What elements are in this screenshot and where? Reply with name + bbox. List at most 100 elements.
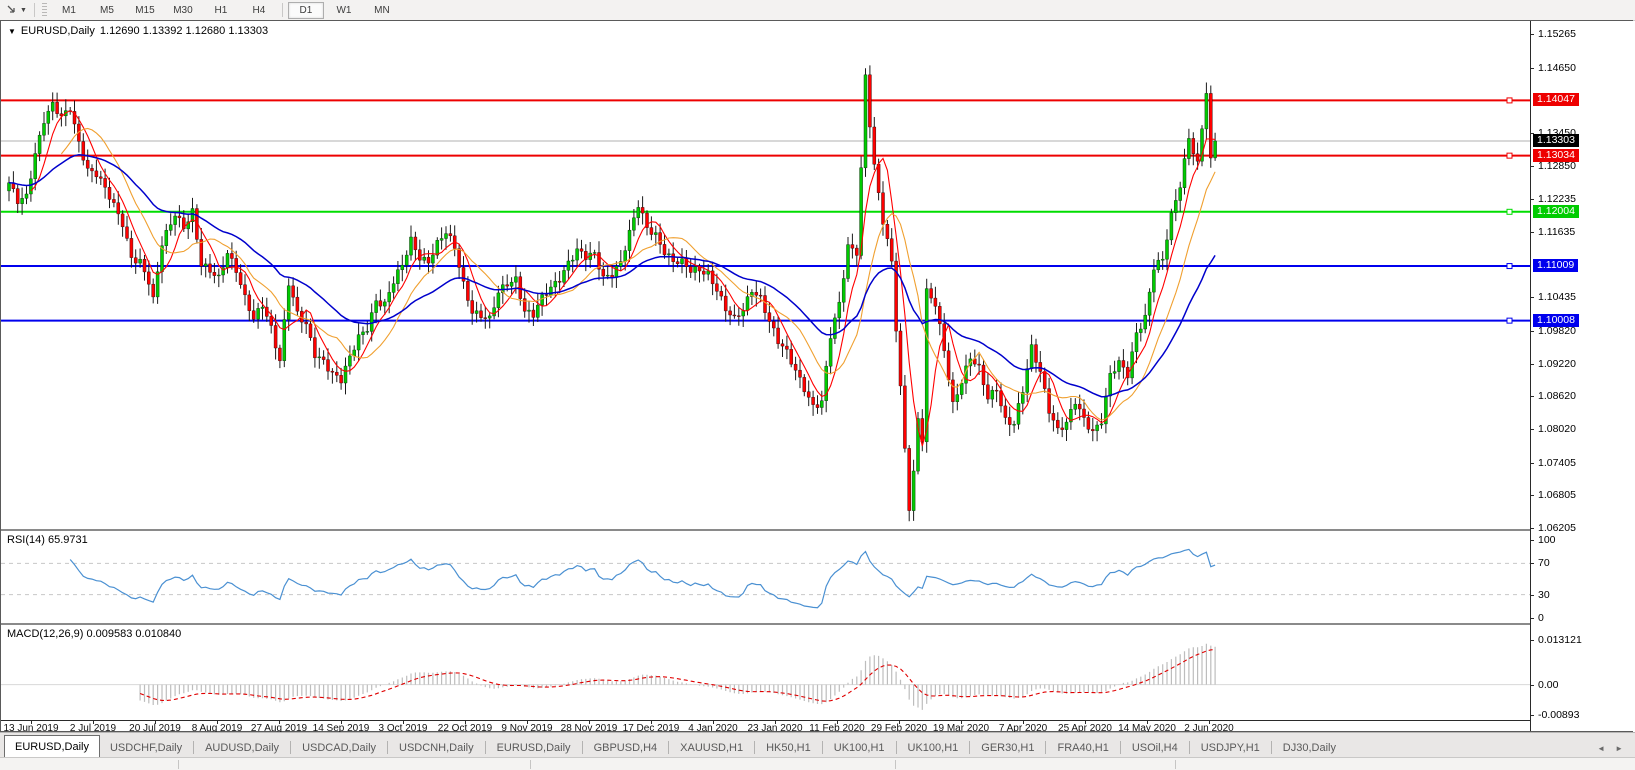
axis-tickmark <box>1531 166 1534 167</box>
timeframe-button-m5[interactable]: M5 <box>99 4 114 16</box>
tab-xauusd-h1[interactable]: XAUUSD,H1 <box>680 742 744 754</box>
axis-tickmark <box>1531 133 1534 134</box>
timeframe-toolbar: ▼ M1 M5 M15 M30 H1 H4 D1 W1 MN <box>0 0 1635 21</box>
line-handle[interactable] <box>1506 97 1513 104</box>
tab-uk100-h1[interactable]: UK100,H1 <box>833 742 885 754</box>
date-label: 23 Jan 2020 <box>747 723 803 734</box>
axis-tickmark <box>1531 429 1534 430</box>
date-label: 13 Jun 2019 <box>3 723 59 734</box>
tab-scroll-controls: ◄ ► <box>1597 744 1635 758</box>
tab-dj30-daily[interactable]: DJ30,Daily <box>1282 742 1336 754</box>
bear-candles <box>11 74 1213 511</box>
tab-hk50-h1[interactable]: HK50,H1 <box>766 742 811 754</box>
time-tickmark <box>1209 720 1210 724</box>
candle-wicks <box>8 65 1216 522</box>
chart-ohlc-values: 1.12690 1.13392 1.12680 1.13303 <box>99 25 269 37</box>
price-tick-label: 1.06205 <box>1538 522 1576 534</box>
price-tick-label: 1.10435 <box>1538 291 1576 303</box>
timeframe-button-m15[interactable]: M15 <box>135 4 155 16</box>
time-tickmark <box>527 720 528 724</box>
price-marker-label: 1.14047 <box>1533 93 1579 106</box>
timeframe-button-d1[interactable]: D1 <box>287 1 324 19</box>
time-tickmark <box>93 720 94 724</box>
bull-candles <box>7 74 1217 511</box>
date-label: 27 Aug 2019 <box>250 723 308 734</box>
timeframe-button-h1[interactable]: H1 <box>214 4 228 16</box>
time-tickmark <box>1085 720 1086 724</box>
macd-indicator-label: MACD(12,26,9) 0.009583 0.010840 <box>7 628 182 640</box>
dropdown-caret-icon: ▼ <box>20 6 27 14</box>
tab-usdchf-daily[interactable]: USDCHF,Daily <box>109 742 183 754</box>
date-label: 8 Aug 2019 <box>191 723 243 734</box>
timeframe-button-h4[interactable]: H4 <box>252 4 266 16</box>
tab-usdcad-daily[interactable]: USDCAD,Daily <box>302 742 377 754</box>
tab-eurusd-daily[interactable]: EURUSD,Daily <box>4 735 100 758</box>
price-tick-label: 1.09220 <box>1538 358 1576 370</box>
rsi-line <box>69 548 1216 609</box>
tab-separator <box>581 741 583 754</box>
macd-tick-label: 0.013121 <box>1538 634 1582 646</box>
tab-scroll-right-icon[interactable]: ► <box>1615 744 1623 753</box>
status-separator <box>895 760 896 769</box>
time-tickmark <box>651 720 652 724</box>
chart-tab-bar: EURUSD,Daily USDCHF,Daily AUDUSD,Daily USDC… <box>0 732 1635 758</box>
tab-separator <box>193 741 195 754</box>
tab-audusd-daily[interactable]: AUDUSD,Daily <box>205 742 280 754</box>
time-tickmark <box>713 720 714 724</box>
date-label: 19 Mar 2020 <box>932 723 990 734</box>
time-tickmark <box>465 720 466 724</box>
tab-uk100-h1[interactable]: UK100,H1 <box>907 742 959 754</box>
tab-separator <box>290 741 292 754</box>
date-label: 25 Apr 2020 <box>1058 723 1112 734</box>
moving-average-line <box>8 154 1216 398</box>
axis-tickmark <box>1531 68 1534 69</box>
rsi-panel[interactable]: RSI(14) 65.9731 <box>1 529 1530 623</box>
price-tick-label: 1.07405 <box>1538 457 1576 469</box>
line-handle[interactable] <box>1506 317 1513 324</box>
timeframe-button-m1[interactable]: M1 <box>61 4 76 16</box>
timeframe-button-m30[interactable]: M30 <box>173 4 193 16</box>
tab-eurusd-daily[interactable]: EURUSD,Daily <box>496 742 571 754</box>
axis-tickmark <box>1531 396 1534 397</box>
time-tickmark <box>279 720 280 724</box>
tab-separator <box>1119 741 1121 754</box>
time-tickmark <box>341 720 342 724</box>
line-handle[interactable] <box>1506 208 1513 215</box>
toolbar-grip-handle[interactable] <box>41 3 47 17</box>
date-label: 28 Nov 2019 <box>560 723 618 734</box>
date-label: 17 Dec 2019 <box>622 723 680 734</box>
chart-title-caret-icon[interactable]: ▼ <box>8 26 16 36</box>
line-handle[interactable] <box>1506 263 1513 270</box>
status-separator <box>178 760 179 769</box>
macd-panel[interactable]: MACD(12,26,9) 0.009583 0.010840 <box>1 623 1530 720</box>
chart-shift-icon <box>7 5 15 13</box>
timeframe-button-w1[interactable]: W1 <box>336 4 352 16</box>
date-label: 22 Oct 2019 <box>437 723 493 734</box>
tab-ger30-h1[interactable]: GER30,H1 <box>981 742 1035 754</box>
date-label: 14 Sep 2019 <box>312 723 370 734</box>
tab-separator <box>969 741 971 754</box>
tab-separator <box>821 741 823 754</box>
axis-tickmark <box>1531 297 1534 298</box>
tab-gbpusd-h4[interactable]: GBPUSD,H4 <box>593 742 658 754</box>
chart-tool-button[interactable]: ▼ <box>3 2 30 18</box>
time-tickmark <box>403 720 404 724</box>
tab-usoil-h4[interactable]: USOil,H4 <box>1131 742 1178 754</box>
date-label: 2 Jul 2019 <box>69 723 117 734</box>
price-tick-label: 1.06805 <box>1538 489 1576 501</box>
axis-tickmark <box>1531 618 1534 619</box>
timeframe-button-mn[interactable]: MN <box>374 4 390 16</box>
time-axis[interactable]: 13 Jun 2019 2 Jul 2019 20 Jul 2019 8 Aug 20… <box>1 720 1530 734</box>
rsi-tick-label: 100 <box>1538 534 1556 546</box>
time-tickmark <box>1147 720 1148 724</box>
date-label: 7 Apr 2020 <box>998 723 1048 734</box>
tab-usdjpy-h1[interactable]: USDJPY,H1 <box>1200 742 1260 754</box>
tab-scroll-left-icon[interactable]: ◄ <box>1597 744 1606 753</box>
axis-tickmark <box>1531 364 1534 365</box>
date-label: 29 Feb 2020 <box>870 723 928 734</box>
tab-fra40-h1[interactable]: FRA40,H1 <box>1057 742 1109 754</box>
price-chart-canvas[interactable] <box>1 21 1530 529</box>
tab-usdcnh-daily[interactable]: USDCNH,Daily <box>399 742 474 754</box>
price-axis[interactable]: 1.15265 1.14650 1.13450 1.12850 1.12235 1.116… <box>1530 21 1633 731</box>
line-handle[interactable] <box>1506 152 1513 159</box>
